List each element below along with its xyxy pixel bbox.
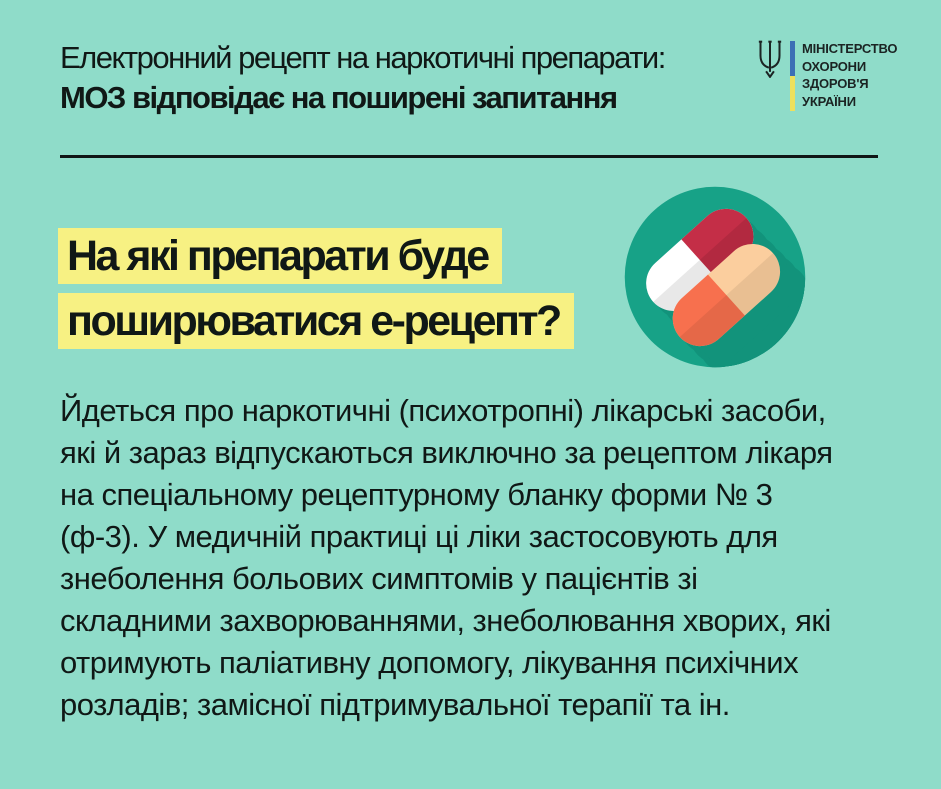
header-title-line2: МОЗ відповідає на поширені запитання (60, 80, 618, 115)
header-title: Електронний рецепт на наркотичні препара… (60, 38, 666, 118)
body-line: які й зараз відпускаються виключно за ре… (60, 435, 833, 470)
ministry-name-line: УКРАЇНИ (802, 93, 856, 109)
body-line: отримують паліативну допомогу, лікування… (60, 645, 799, 680)
capsule-peach-orange (672, 243, 792, 358)
flag-bar-yellow (790, 76, 795, 111)
header-title-line1: Електронний рецепт на наркотичні препара… (60, 40, 666, 75)
question-line2: поширюватися е-рецепт? (58, 293, 574, 349)
question-line1: На які препарати буде (58, 228, 502, 284)
ukraine-trident-icon (758, 40, 782, 78)
ministry-name: МІНІСТЕРСТВО ОХОРОНИ ЗДОРОВ'Я УКРАЇНИ (802, 40, 897, 110)
ministry-name-line: ОХОРОНИ (802, 58, 867, 74)
pills-icon (624, 186, 806, 368)
question-heading: На які препарати буде поширюватися е-рец… (58, 228, 574, 358)
ministry-name-line: МІНІСТЕРСТВО (802, 41, 898, 56)
body-line: на спеціальному рецептурному бланку форм… (60, 477, 773, 512)
body-line: складними захворюваннями, знеболювання х… (60, 603, 831, 638)
ministry-name-line: ЗДОРОВ'Я (802, 76, 869, 91)
body-line: Йдеться про наркотичні (психотропні) лік… (60, 393, 826, 428)
body-line: знеболення больових симптомів у пацієнті… (60, 561, 698, 596)
header-divider-line (60, 155, 878, 158)
ministry-logo: МІНІСТЕРСТВО ОХОРОНИ ЗДОРОВ'Я УКРАЇНИ (756, 38, 897, 111)
flag-bar-blue (790, 41, 795, 76)
body-paragraph: Йдеться про наркотичні (психотропні) лік… (60, 390, 920, 726)
flag-bar (790, 41, 795, 111)
body-line: розладів; замісної підтримувальної терап… (60, 687, 730, 722)
body-line: (ф-3). У медичній практиці ці ліки засто… (60, 519, 778, 554)
